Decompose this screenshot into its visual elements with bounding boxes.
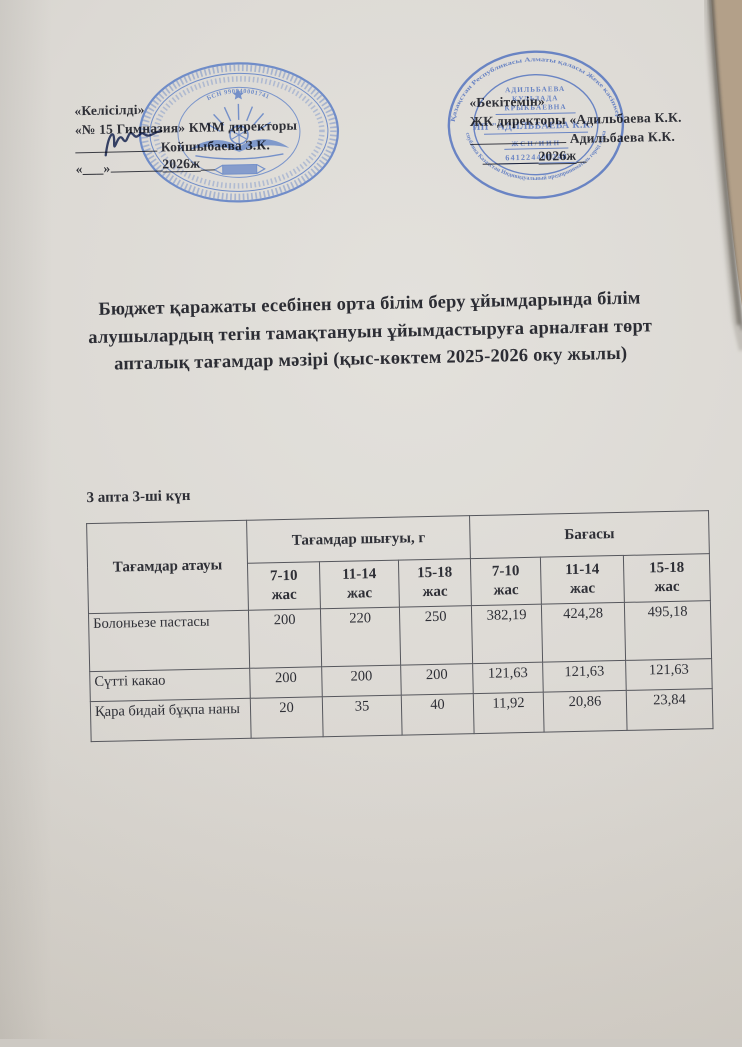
price-value: 495,18 xyxy=(624,600,712,661)
kazakhstan-emblem-icon xyxy=(189,88,290,175)
age-header: 15-18 жас xyxy=(398,558,472,608)
handwritten-signature xyxy=(104,129,163,157)
output-value: 200 xyxy=(400,663,474,696)
price-value: 121,63 xyxy=(542,660,627,693)
output-value: 200 xyxy=(248,608,322,669)
price-value: 23,84 xyxy=(626,688,714,731)
age-header: 11-14 жас xyxy=(319,560,400,609)
price-value: 121,63 xyxy=(472,662,544,694)
output-value: 35 xyxy=(322,695,403,737)
menu-table: Тағамдар атауы Тағамдар шығуы, г Бағасы … xyxy=(86,510,714,742)
stamp-iin-label: ЖСН/ИИН xyxy=(511,139,561,148)
output-value: 200 xyxy=(321,665,402,697)
dish-name: Сүтті какао xyxy=(89,668,251,702)
price-value: 382,19 xyxy=(471,604,543,664)
age-header: 11-14 жас xyxy=(540,555,625,605)
col-group-output: Тағамдар шығуы, г xyxy=(246,515,471,564)
entrepreneur-round-stamp: Қазақстан Республикасы Алматы қаласы Жек… xyxy=(444,48,625,199)
dish-name: Қара бидай бұқпа наны xyxy=(90,698,252,742)
output-value: 220 xyxy=(320,607,401,667)
stamp-owner-surname: АДИЛЬБАЕВА xyxy=(505,85,565,94)
output-value: 40 xyxy=(401,693,475,736)
stamp-owner-patronymic: КРЫКБАЕВНА xyxy=(504,103,566,112)
outer-ring-text-band xyxy=(141,64,337,201)
col-group-price: Бағасы xyxy=(469,510,710,559)
output-value: 20 xyxy=(250,696,324,739)
inner-ring-text-band xyxy=(153,76,325,189)
week-day-label: 3 апта 3-ші күн xyxy=(86,487,191,507)
gymnasium-round-stamp: БСН 990840001741 xyxy=(138,62,340,203)
star-icon xyxy=(232,88,244,100)
dish-name: Болоньезе пастасы xyxy=(88,610,250,672)
price-value: 11,92 xyxy=(473,692,545,734)
price-value: 20,86 xyxy=(543,690,628,733)
document-title: Бюджет қаражаты есебінен орта білім беру… xyxy=(88,288,653,375)
age-header: 15-18 жас xyxy=(623,553,711,603)
ribbon xyxy=(222,164,258,175)
stamp-owner-name: КУЛЬЗАДА xyxy=(512,94,559,103)
price-value: 121,63 xyxy=(625,658,713,691)
age-header: 7-10 жас xyxy=(470,557,542,606)
stamp-iin-number: 641224400248 xyxy=(505,152,568,162)
price-value: 424,28 xyxy=(541,602,626,663)
output-value: 250 xyxy=(399,605,473,666)
col-header-dish-name: Тағамдар атауы xyxy=(86,520,249,614)
age-header: 7-10 жас xyxy=(247,561,321,611)
stamp-entity-name: ИП "АДИЛЬБАЕВА К.К." xyxy=(473,119,599,133)
output-value: 200 xyxy=(249,666,323,699)
